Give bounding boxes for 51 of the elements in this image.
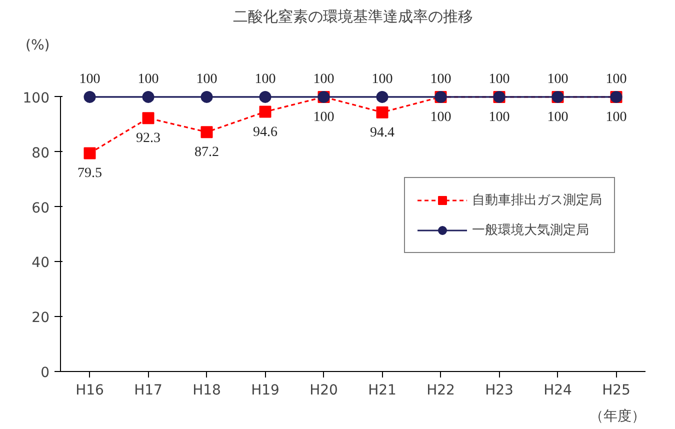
data-label: 94.4 bbox=[370, 125, 394, 140]
data-label: 100 bbox=[254, 72, 276, 87]
legend-label: 一般環境大気測定局 bbox=[472, 222, 589, 238]
x-tick-label: H17 bbox=[134, 382, 162, 398]
data-label: 100 bbox=[547, 110, 568, 125]
data-label: 87.2 bbox=[194, 145, 219, 160]
y-tick-label: 40 bbox=[32, 255, 50, 272]
data-label: 100 bbox=[488, 110, 510, 125]
chart-title: 二酸化窒素の環境基準達成率の推移 bbox=[233, 8, 473, 26]
point bbox=[200, 126, 213, 138]
point bbox=[84, 147, 96, 160]
x-tick-label: H23 bbox=[485, 382, 514, 398]
data-label: 100 bbox=[430, 72, 452, 87]
data-label: 100 bbox=[313, 110, 334, 125]
point bbox=[376, 106, 388, 118]
point bbox=[84, 90, 96, 103]
data-label: 92.3 bbox=[136, 131, 160, 146]
x-tick-label: H21 bbox=[368, 382, 396, 398]
x-tick-label: H22 bbox=[426, 382, 455, 398]
y-tick-label: 0 bbox=[40, 365, 50, 381]
data-label: 100 bbox=[430, 110, 452, 125]
x-tick-label: H19 bbox=[251, 382, 280, 398]
data-label: 79.5 bbox=[78, 166, 102, 182]
y-tick-label: 20 bbox=[32, 310, 50, 326]
data-label: 94.6 bbox=[253, 124, 278, 140]
data-label: 100 bbox=[138, 72, 159, 87]
x-axis-title: （年度） bbox=[590, 408, 646, 424]
x-tick-label: H18 bbox=[192, 382, 221, 398]
data-label: 100 bbox=[372, 72, 393, 87]
point bbox=[200, 90, 213, 103]
data-label: 100 bbox=[488, 72, 510, 87]
point bbox=[376, 90, 388, 103]
data-label: 100 bbox=[547, 72, 568, 87]
point bbox=[259, 90, 272, 103]
point bbox=[142, 90, 154, 103]
y-axis-title: (%) bbox=[26, 38, 50, 54]
x-tick-label: H20 bbox=[310, 382, 338, 398]
y-tick-label: 100 bbox=[22, 90, 50, 106]
x-tick-label: H16 bbox=[76, 382, 104, 398]
data-label: 100 bbox=[196, 72, 218, 87]
data-label: 100 bbox=[79, 72, 100, 87]
point bbox=[259, 106, 272, 118]
x-tick-label: H24 bbox=[544, 382, 572, 398]
data-label: 100 bbox=[606, 110, 627, 125]
legend-label: 自動車排出ガス測定局 bbox=[472, 192, 602, 208]
data-label: 100 bbox=[313, 72, 334, 87]
y-tick-label: 80 bbox=[32, 145, 50, 162]
x-tick-label: H25 bbox=[602, 382, 630, 398]
data-label: 100 bbox=[606, 72, 627, 87]
point bbox=[142, 112, 154, 124]
y-tick-label: 60 bbox=[32, 200, 50, 216]
